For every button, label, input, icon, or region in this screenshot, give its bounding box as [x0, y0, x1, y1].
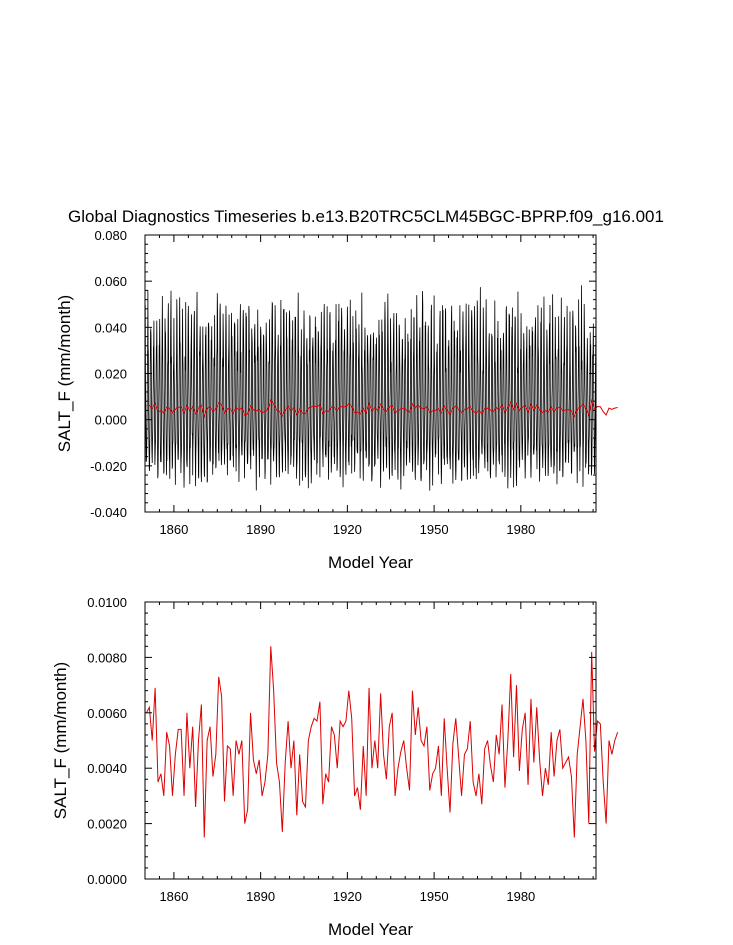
- y-tick-label: 0.0000: [87, 872, 127, 887]
- y-tick-label: 0.060: [94, 274, 127, 289]
- x-tick-label: 1890: [246, 522, 275, 537]
- y-tick-label: 0.040: [94, 320, 127, 335]
- y-tick-label: 0.0100: [87, 595, 127, 610]
- series-group: [144, 285, 618, 491]
- annual-mean-line: [146, 646, 619, 838]
- x-tick-label: 1950: [420, 522, 449, 537]
- monthly-series-line: [144, 285, 597, 491]
- x-axis-label: Model Year: [328, 553, 413, 572]
- x-tick-label: 1860: [159, 522, 188, 537]
- x-tick-label: 1890: [246, 889, 275, 904]
- x-axis-label: Model Year: [328, 920, 413, 939]
- y-axis-label: SALT_F (mm/month): [51, 662, 70, 819]
- y-tick-label: 0.000: [94, 413, 127, 428]
- x-tick-label: 1920: [333, 522, 362, 537]
- chart-title: Global Diagnostics Timeseries b.e13.B20T…: [68, 207, 664, 226]
- x-tick-label: 1980: [506, 522, 535, 537]
- y-tick-label: 0.0040: [87, 761, 127, 776]
- y-tick-label: 0.020: [94, 367, 127, 382]
- series-group: [146, 646, 619, 838]
- bottom-panel: 1860 1890 1920 1950 1980 0.0000 0.0020 0.0040 0.…: [51, 595, 619, 939]
- plot-frame: [144, 601, 597, 880]
- annual-mean-line: [146, 398, 618, 418]
- y-tick-label: -0.020: [90, 459, 127, 474]
- y-tick-label: 0.0060: [87, 706, 127, 721]
- y-tick-label: 0.0080: [87, 650, 127, 665]
- y-tick-label: 0.080: [94, 228, 127, 243]
- x-tick-label: 1950: [420, 889, 449, 904]
- y-axis-label: SALT_F (mm/month): [55, 295, 74, 452]
- x-tick-label: 1860: [159, 889, 188, 904]
- top-panel: 1860 1890 1920 1950 1980 -0.040 -0.020 0.000 0.0…: [55, 228, 618, 572]
- x-tick-label: 1920: [333, 889, 362, 904]
- x-tick-label: 1980: [506, 889, 535, 904]
- y-tick-label: 0.0020: [87, 817, 127, 832]
- y-tick-label: -0.040: [90, 505, 127, 520]
